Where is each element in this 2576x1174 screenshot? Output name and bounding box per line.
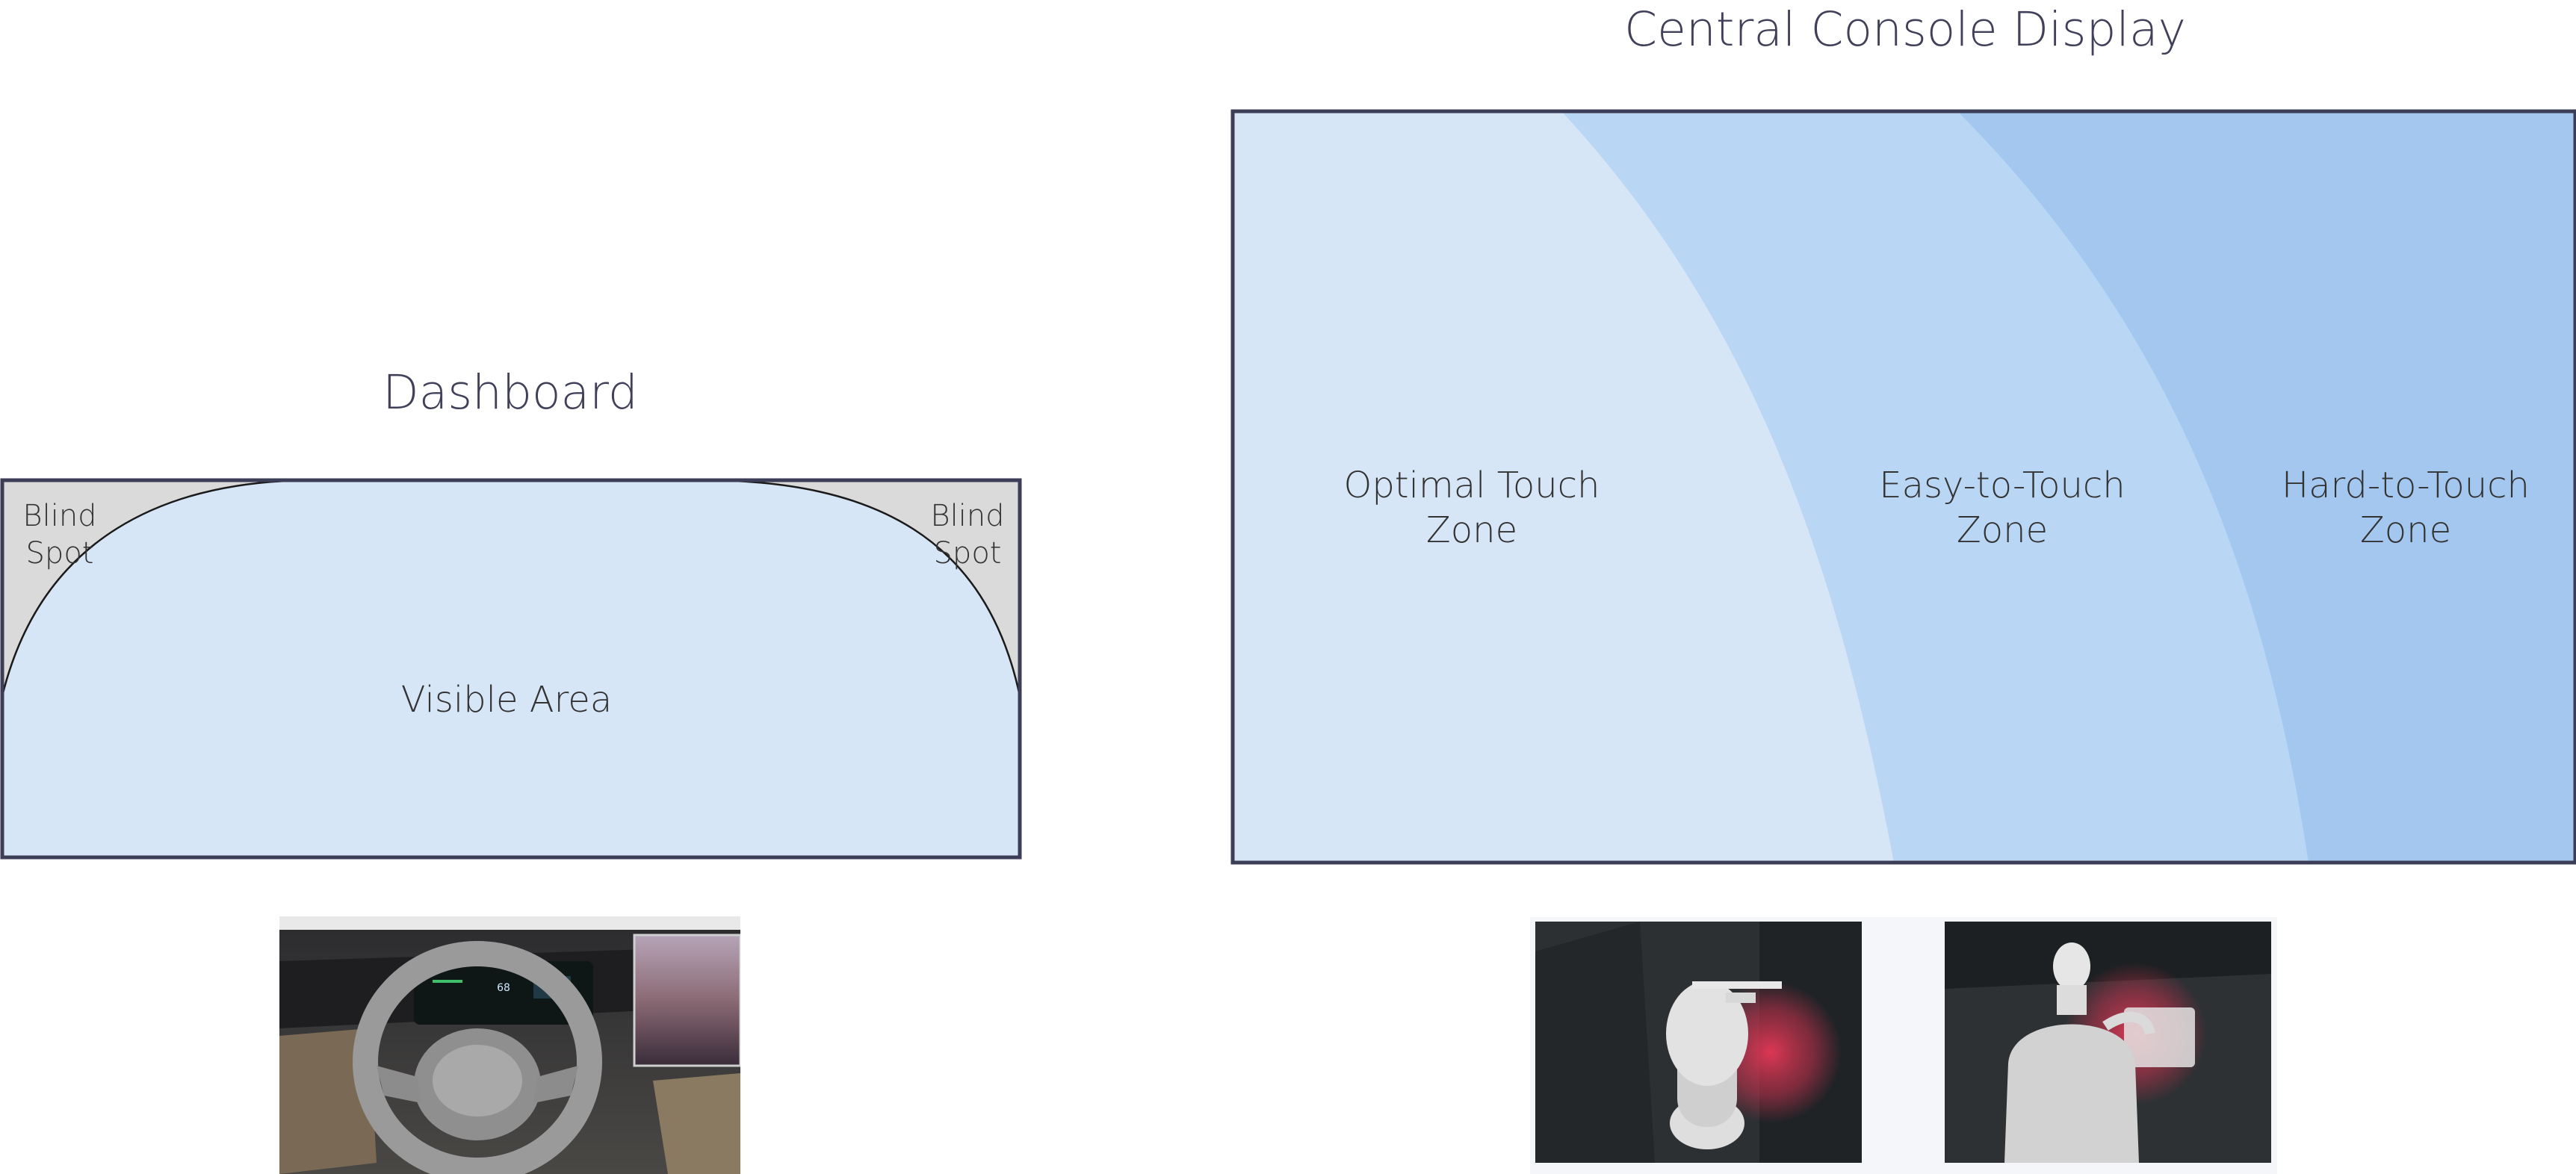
dashboard-title: Dashboard — [383, 365, 638, 420]
console-frame — [1230, 109, 2576, 865]
easy-to-touch-zone-label: Easy-to-Touch Zone — [1879, 465, 2125, 551]
optimal-touch-zone-label: Optimal Touch Zone — [1343, 465, 1600, 551]
blind-spot-left-label: Blind Spot — [22, 499, 97, 571]
visible-area-label: Visible Area — [400, 679, 613, 721]
steering-wheel-photo: 68 — [279, 916, 740, 1174]
driver-reach-rear-view-photo — [1945, 922, 2271, 1163]
driver-reach-top-view-photo — [1535, 922, 1862, 1163]
hard-to-touch-zone-label: Hard-to-Touch Zone — [2282, 465, 2530, 551]
optimal-zone — [1233, 111, 1894, 863]
blind-spot-right-label: Blind Spot — [930, 499, 1005, 571]
console-title: Central Console Display — [1624, 2, 2186, 57]
dashboard-frame — [0, 478, 1022, 860]
svg-text:68: 68 — [497, 982, 510, 994]
